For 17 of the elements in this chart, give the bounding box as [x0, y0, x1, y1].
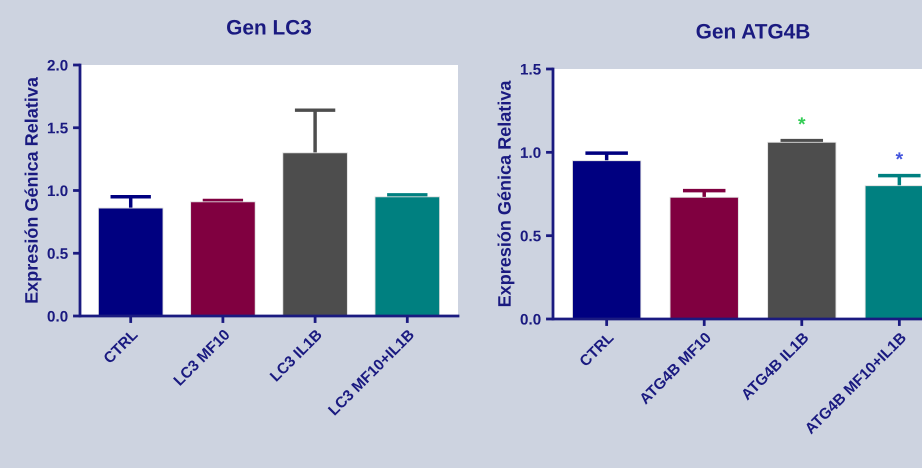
y-tick-label: 1.0: [48, 185, 68, 196]
y-tick-label: 0.5: [48, 248, 68, 259]
chart-title: Gen LC3: [227, 20, 312, 35]
y-tick-label: 0.0: [48, 310, 68, 322]
data-label: *: [798, 117, 806, 125]
y-axis-title: Expresión Génica Relativa: [497, 80, 514, 306]
chart-title: Gen ATG4B: [696, 24, 810, 39]
y-tick-label: 0.0: [520, 314, 541, 325]
y-axis-title: Expresión Génica Relativa: [24, 76, 42, 303]
y-tick-label: 1.5: [520, 64, 541, 75]
y-tick-label: 0.5: [520, 230, 541, 242]
bar: [190, 201, 256, 316]
y-tick-label: 1.0: [520, 147, 541, 158]
data-label: *: [896, 152, 904, 160]
bar: [374, 196, 440, 316]
y-tick-label: 2.0: [47, 60, 68, 71]
y-tick-label: 1.5: [48, 122, 68, 134]
